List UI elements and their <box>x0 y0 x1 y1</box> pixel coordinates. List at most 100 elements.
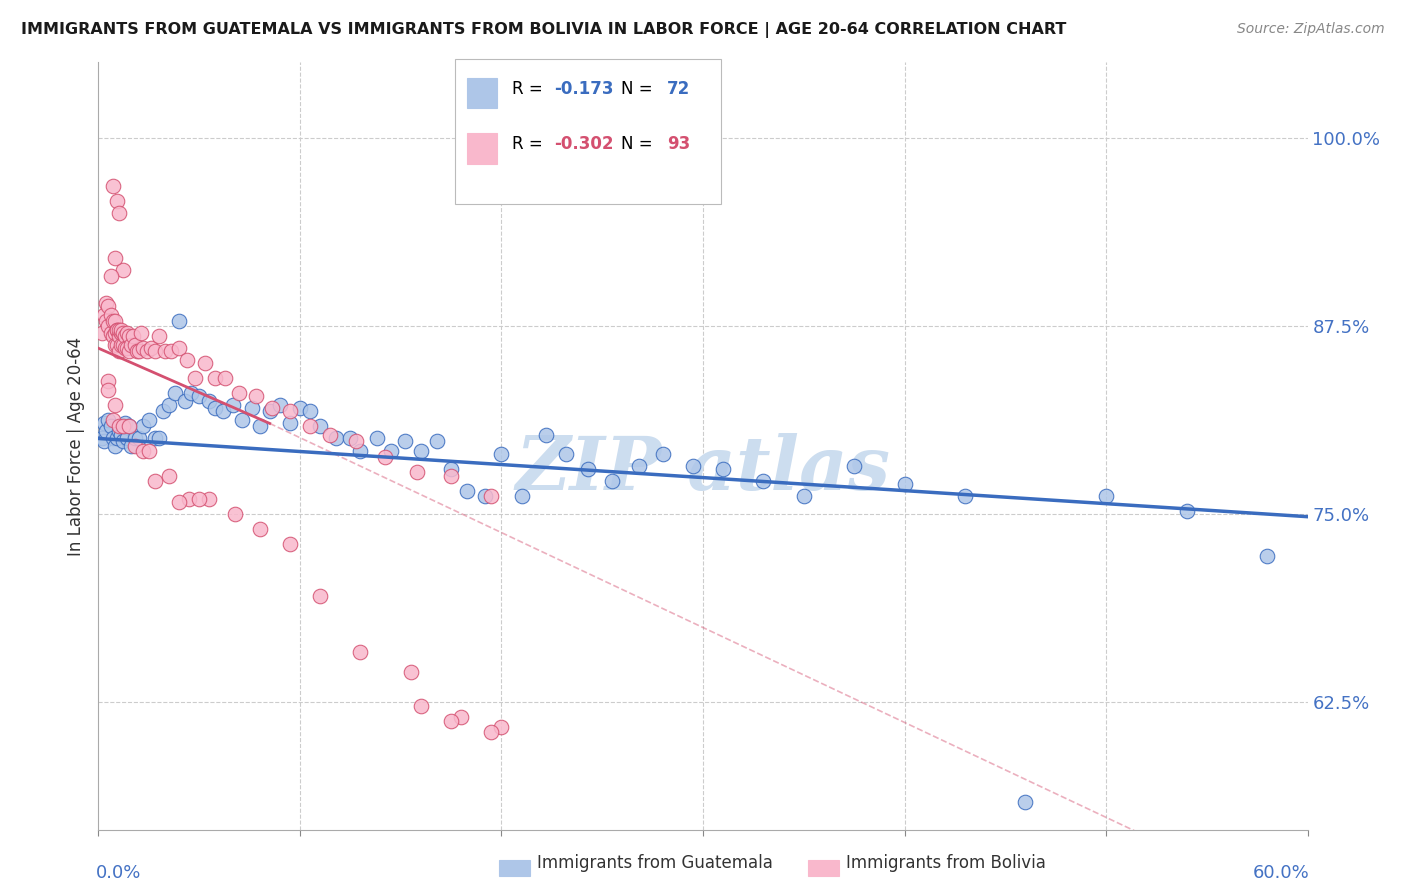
Point <box>491 720 513 734</box>
Point <box>269 398 291 412</box>
Point <box>132 419 155 434</box>
Point <box>114 341 136 355</box>
Point <box>105 432 128 446</box>
Point <box>176 353 198 368</box>
Point <box>405 465 427 479</box>
Point <box>97 384 120 398</box>
Point <box>153 344 176 359</box>
Point <box>129 326 152 341</box>
Point <box>231 413 253 427</box>
Point <box>245 389 267 403</box>
Point <box>138 443 160 458</box>
Point <box>214 371 236 385</box>
Point <box>115 341 138 355</box>
Point <box>111 419 134 434</box>
Text: 93: 93 <box>666 136 690 153</box>
Point <box>651 446 673 460</box>
Point <box>93 434 115 449</box>
Point <box>114 417 136 431</box>
Point <box>114 329 136 343</box>
Point <box>491 446 513 460</box>
Point <box>194 356 217 370</box>
Point <box>259 404 281 418</box>
Point <box>111 326 134 341</box>
Point <box>349 443 371 458</box>
Text: N =: N = <box>621 136 658 153</box>
Point <box>111 263 134 277</box>
Point <box>228 386 250 401</box>
Point <box>339 432 361 446</box>
Point <box>105 323 128 337</box>
Point <box>118 419 141 434</box>
Point <box>93 308 115 322</box>
Point <box>132 341 155 355</box>
Point <box>163 386 186 401</box>
Text: ZIP atlas: ZIP atlas <box>516 433 890 505</box>
Point <box>198 491 221 506</box>
Point <box>260 401 283 416</box>
Text: Immigrants from Guatemala: Immigrants from Guatemala <box>537 855 773 872</box>
Text: 60.0%: 60.0% <box>1253 864 1310 882</box>
Point <box>105 338 128 352</box>
Point <box>132 443 155 458</box>
Point <box>115 432 138 446</box>
Point <box>409 699 432 714</box>
Point <box>278 417 301 431</box>
Point <box>110 338 132 352</box>
Point <box>380 443 402 458</box>
Point <box>111 338 134 352</box>
Point <box>91 326 114 341</box>
Point <box>148 432 170 446</box>
Point <box>167 314 190 328</box>
Point <box>188 389 211 403</box>
Point <box>125 344 148 359</box>
Point <box>893 476 915 491</box>
Point <box>110 323 132 337</box>
Text: R =: R = <box>512 80 548 98</box>
Point <box>793 489 815 503</box>
Point <box>143 432 166 446</box>
Point <box>107 344 129 359</box>
Point <box>212 404 235 418</box>
Point <box>118 329 141 343</box>
Point <box>179 491 201 506</box>
Bar <box>467 133 498 164</box>
Point <box>100 268 122 283</box>
Point <box>399 665 422 679</box>
Point <box>97 374 120 388</box>
Point <box>152 404 174 418</box>
Point <box>167 341 190 355</box>
Point <box>602 474 624 488</box>
Point <box>128 432 150 446</box>
Point <box>456 484 478 499</box>
Text: -0.173: -0.173 <box>554 80 614 98</box>
Point <box>188 491 211 506</box>
Point <box>278 537 301 551</box>
Point <box>576 461 599 475</box>
Point <box>107 323 129 337</box>
Point <box>103 326 125 341</box>
Point <box>124 338 146 352</box>
Point <box>1256 549 1278 563</box>
Point <box>100 419 122 434</box>
Point <box>184 371 207 385</box>
Point <box>249 419 271 434</box>
Point <box>426 434 449 449</box>
Point <box>100 308 122 322</box>
Point <box>174 393 197 408</box>
Point <box>93 417 115 431</box>
Point <box>198 393 221 408</box>
Point <box>1014 796 1036 810</box>
Point <box>953 489 976 503</box>
Point <box>224 507 246 521</box>
Text: 0.0%: 0.0% <box>96 864 142 882</box>
Point <box>157 469 180 483</box>
Point <box>344 434 367 449</box>
Point <box>121 329 143 343</box>
Point <box>103 398 125 412</box>
Point <box>440 461 463 475</box>
Point <box>555 446 578 460</box>
Point <box>107 424 129 438</box>
Point <box>128 344 150 359</box>
Bar <box>467 78 498 109</box>
